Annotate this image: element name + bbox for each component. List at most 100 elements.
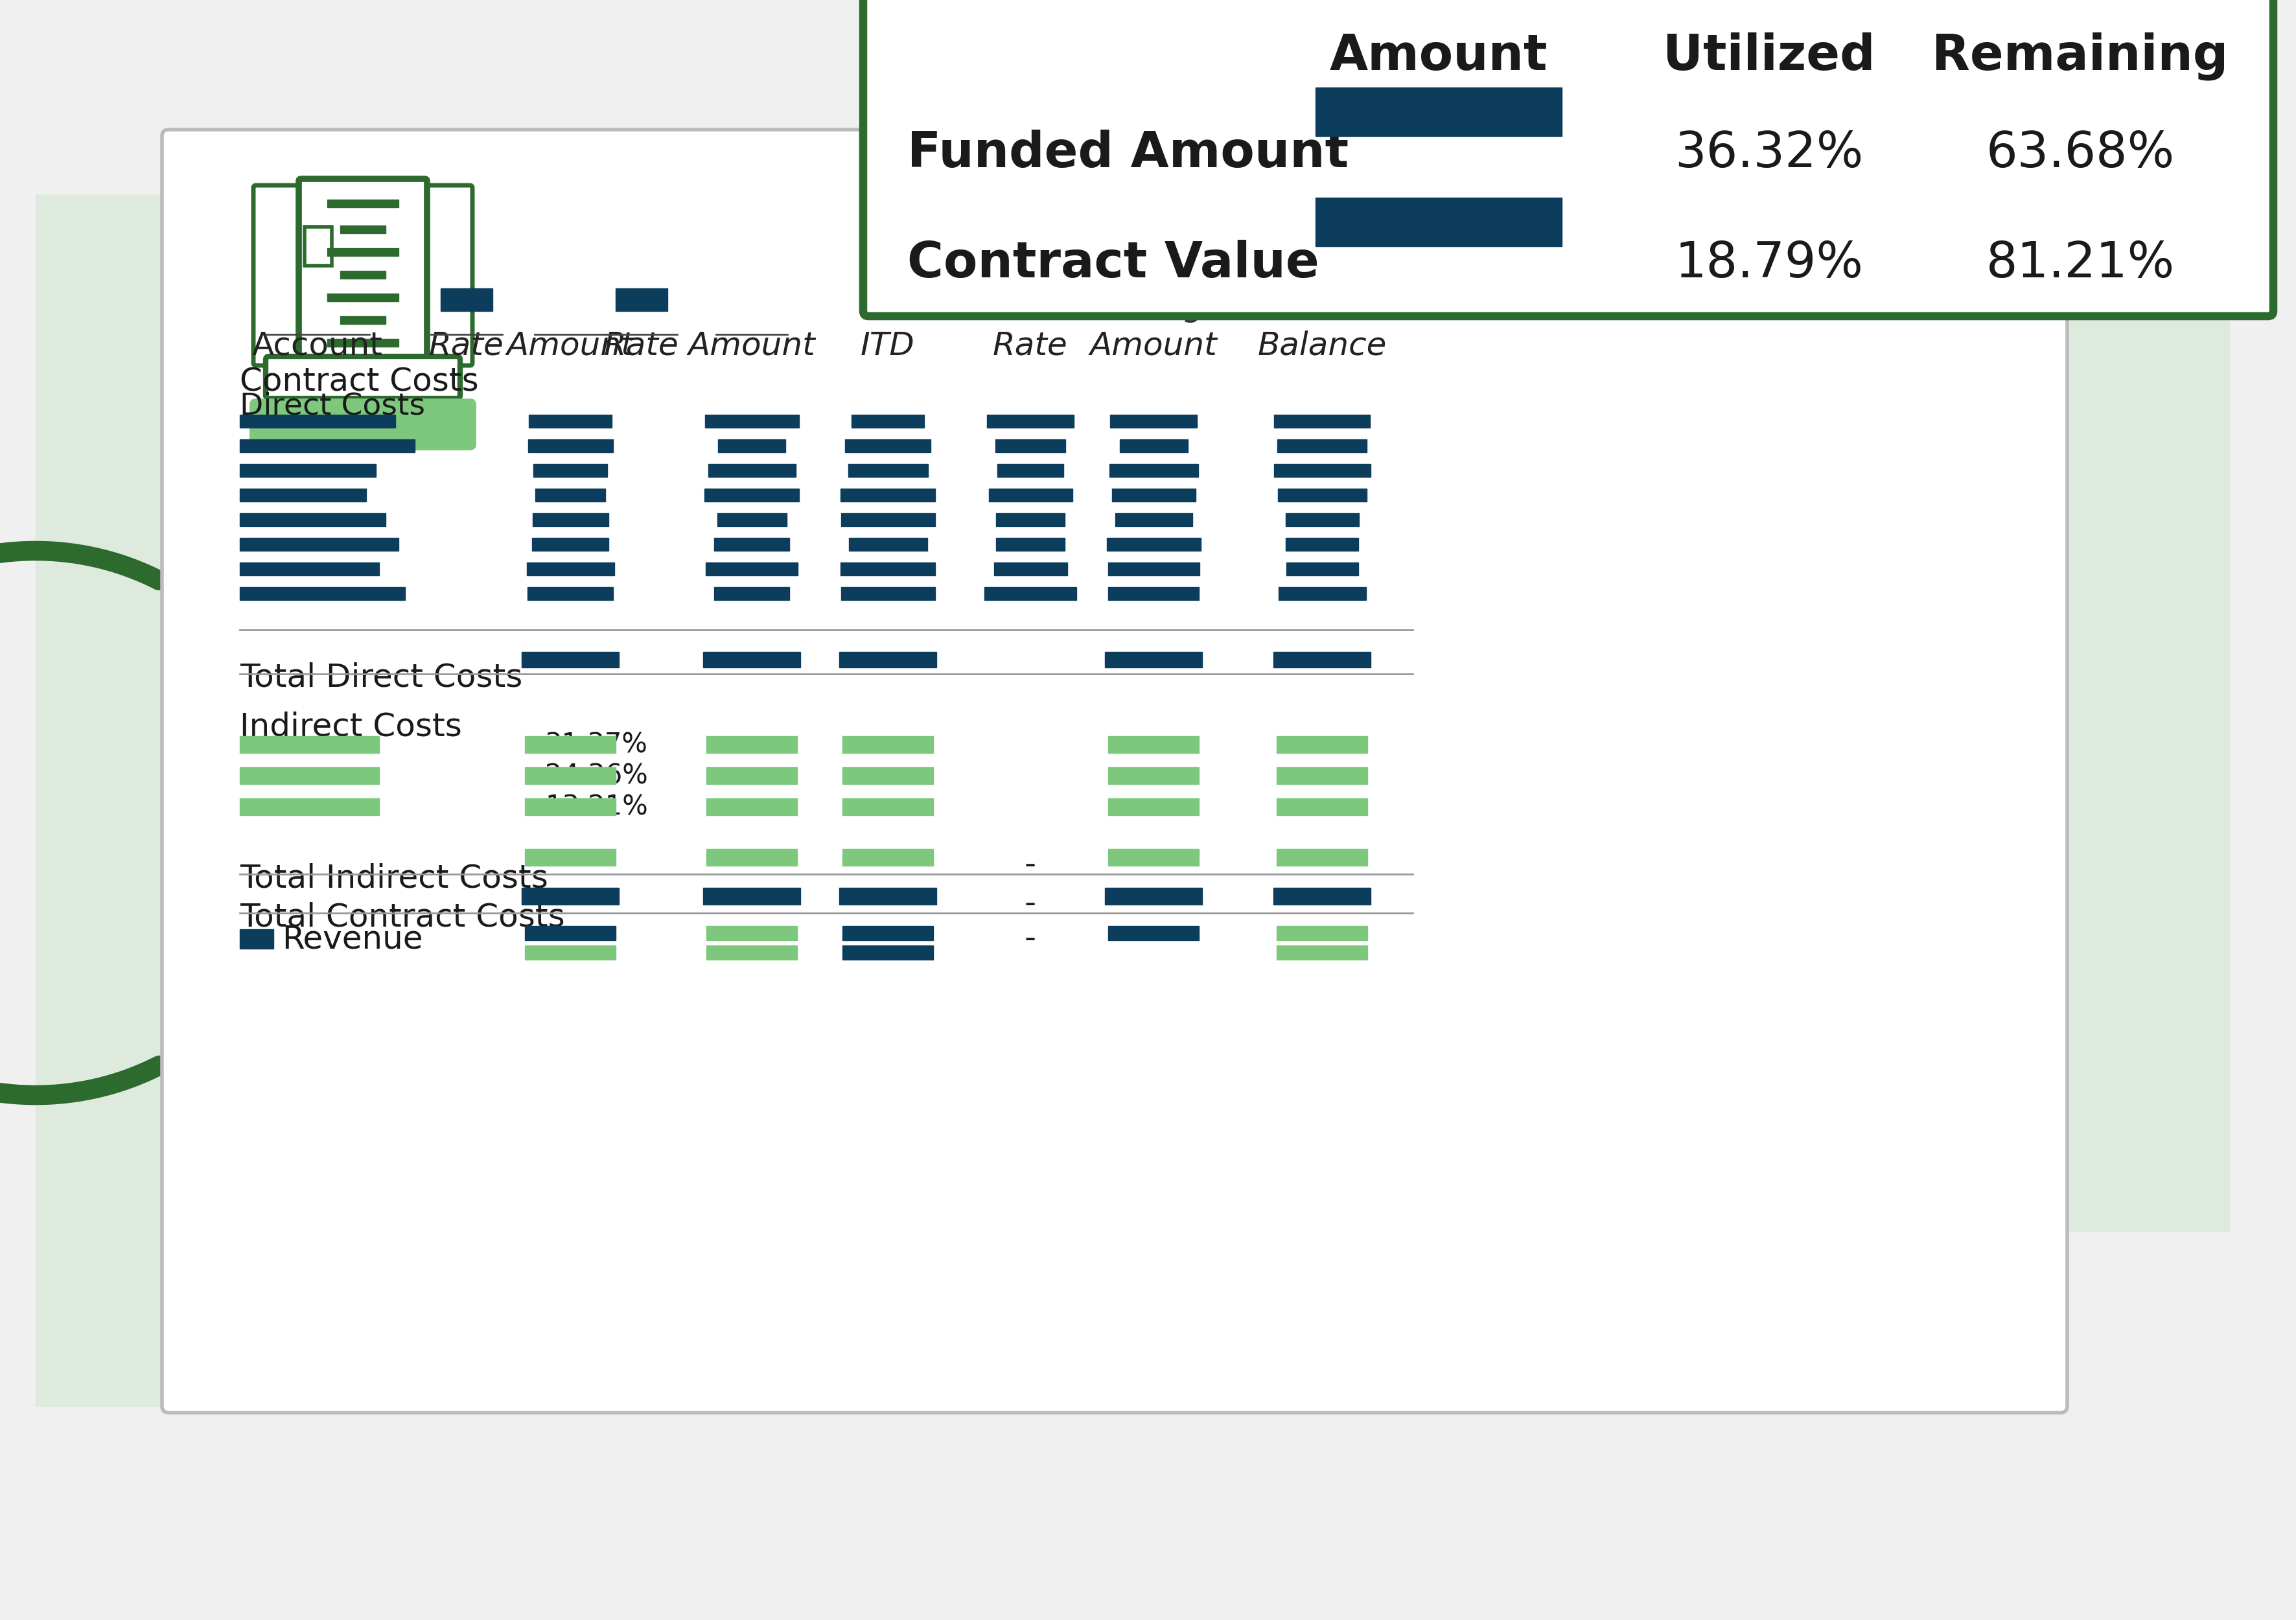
Bar bbox=[526, 768, 615, 784]
Bar bbox=[526, 927, 615, 940]
Bar bbox=[1104, 888, 1203, 904]
Bar bbox=[714, 415, 790, 428]
Bar bbox=[707, 799, 797, 815]
Text: 63.68%: 63.68% bbox=[1986, 130, 2174, 178]
Text: 31.37%: 31.37% bbox=[544, 731, 647, 758]
Bar bbox=[854, 538, 923, 551]
Text: Contract Value: Contract Value bbox=[907, 240, 1320, 288]
Text: 18.79%: 18.79% bbox=[1674, 240, 1864, 288]
Text: Amount: Amount bbox=[1329, 32, 1548, 81]
Bar bbox=[328, 248, 400, 256]
Bar bbox=[340, 316, 386, 324]
Bar bbox=[239, 439, 416, 452]
FancyBboxPatch shape bbox=[250, 399, 475, 450]
Bar bbox=[1118, 489, 1189, 502]
Bar bbox=[712, 463, 792, 476]
Text: Remaining: Remaining bbox=[1931, 32, 2229, 81]
Bar bbox=[521, 888, 620, 904]
Bar bbox=[535, 562, 606, 575]
Bar bbox=[537, 439, 604, 452]
Bar bbox=[533, 463, 608, 476]
Bar bbox=[1277, 849, 1368, 865]
Bar bbox=[1277, 735, 1368, 753]
Bar bbox=[840, 888, 937, 904]
Bar bbox=[528, 415, 613, 428]
Bar bbox=[843, 735, 932, 753]
Bar bbox=[843, 768, 932, 784]
Bar bbox=[328, 293, 400, 301]
Bar bbox=[987, 586, 1075, 599]
Text: Total Indirect Costs: Total Indirect Costs bbox=[239, 862, 549, 894]
Text: Contract Costs: Contract Costs bbox=[239, 366, 480, 397]
Bar bbox=[1114, 439, 1192, 452]
Bar bbox=[1109, 735, 1199, 753]
Bar bbox=[526, 849, 615, 865]
Bar bbox=[709, 586, 794, 599]
Bar bbox=[535, 489, 606, 502]
Bar bbox=[987, 562, 1072, 575]
Bar bbox=[1104, 651, 1203, 667]
Text: Utilized: Utilized bbox=[1662, 32, 1876, 81]
Bar bbox=[1279, 439, 1366, 452]
Bar bbox=[712, 514, 792, 526]
Text: Rate: Rate bbox=[429, 330, 505, 361]
Bar bbox=[1120, 463, 1187, 476]
Text: 13.21%: 13.21% bbox=[544, 794, 647, 820]
Text: Amount: Amount bbox=[689, 330, 815, 361]
Bar bbox=[1277, 562, 1366, 575]
Text: -: - bbox=[1024, 849, 1035, 881]
Text: Funded Amount: Funded Amount bbox=[907, 130, 1348, 178]
Bar bbox=[1274, 586, 1368, 599]
Bar bbox=[1274, 463, 1368, 476]
FancyBboxPatch shape bbox=[266, 356, 459, 399]
Bar bbox=[994, 489, 1065, 502]
Bar bbox=[340, 271, 386, 279]
Bar bbox=[1283, 489, 1359, 502]
Bar bbox=[1118, 538, 1189, 551]
Bar bbox=[340, 225, 386, 233]
Bar bbox=[1277, 927, 1368, 940]
Bar bbox=[526, 799, 615, 815]
Bar bbox=[615, 288, 668, 311]
Text: Amount: Amount bbox=[1091, 330, 1217, 361]
Bar bbox=[533, 586, 606, 599]
Bar bbox=[1274, 651, 1371, 667]
Bar bbox=[1116, 415, 1192, 428]
Bar bbox=[239, 799, 379, 815]
Bar bbox=[530, 514, 611, 526]
FancyBboxPatch shape bbox=[367, 185, 473, 366]
Bar bbox=[239, 463, 377, 476]
Bar bbox=[703, 651, 801, 667]
Bar bbox=[1109, 927, 1199, 940]
Bar bbox=[716, 562, 788, 575]
Bar bbox=[850, 562, 925, 575]
Bar bbox=[1107, 514, 1201, 526]
Bar bbox=[994, 415, 1068, 428]
Bar bbox=[239, 538, 400, 551]
Bar bbox=[705, 489, 797, 502]
Bar bbox=[328, 199, 400, 207]
Text: 24.36%: 24.36% bbox=[544, 761, 647, 789]
Bar bbox=[1288, 415, 1357, 428]
Bar bbox=[843, 946, 932, 959]
Bar bbox=[1107, 562, 1201, 575]
Bar bbox=[985, 538, 1077, 551]
Bar bbox=[840, 514, 937, 526]
Text: Budget: Budget bbox=[1118, 292, 1235, 322]
Bar bbox=[1277, 768, 1368, 784]
Text: Total Direct Costs: Total Direct Costs bbox=[239, 663, 523, 693]
Bar bbox=[707, 768, 797, 784]
Bar bbox=[714, 439, 790, 452]
Bar bbox=[707, 946, 797, 959]
Bar bbox=[707, 927, 797, 940]
Text: Amount: Amount bbox=[507, 330, 634, 361]
Bar bbox=[840, 651, 937, 667]
Bar bbox=[1109, 586, 1199, 599]
Bar bbox=[987, 439, 1072, 452]
Bar bbox=[852, 439, 925, 452]
Bar bbox=[1288, 514, 1355, 526]
Bar bbox=[526, 946, 615, 959]
Text: Account: Account bbox=[253, 330, 383, 361]
Bar bbox=[2048, 259, 2229, 1231]
Text: 36.32%: 36.32% bbox=[1674, 130, 1864, 178]
